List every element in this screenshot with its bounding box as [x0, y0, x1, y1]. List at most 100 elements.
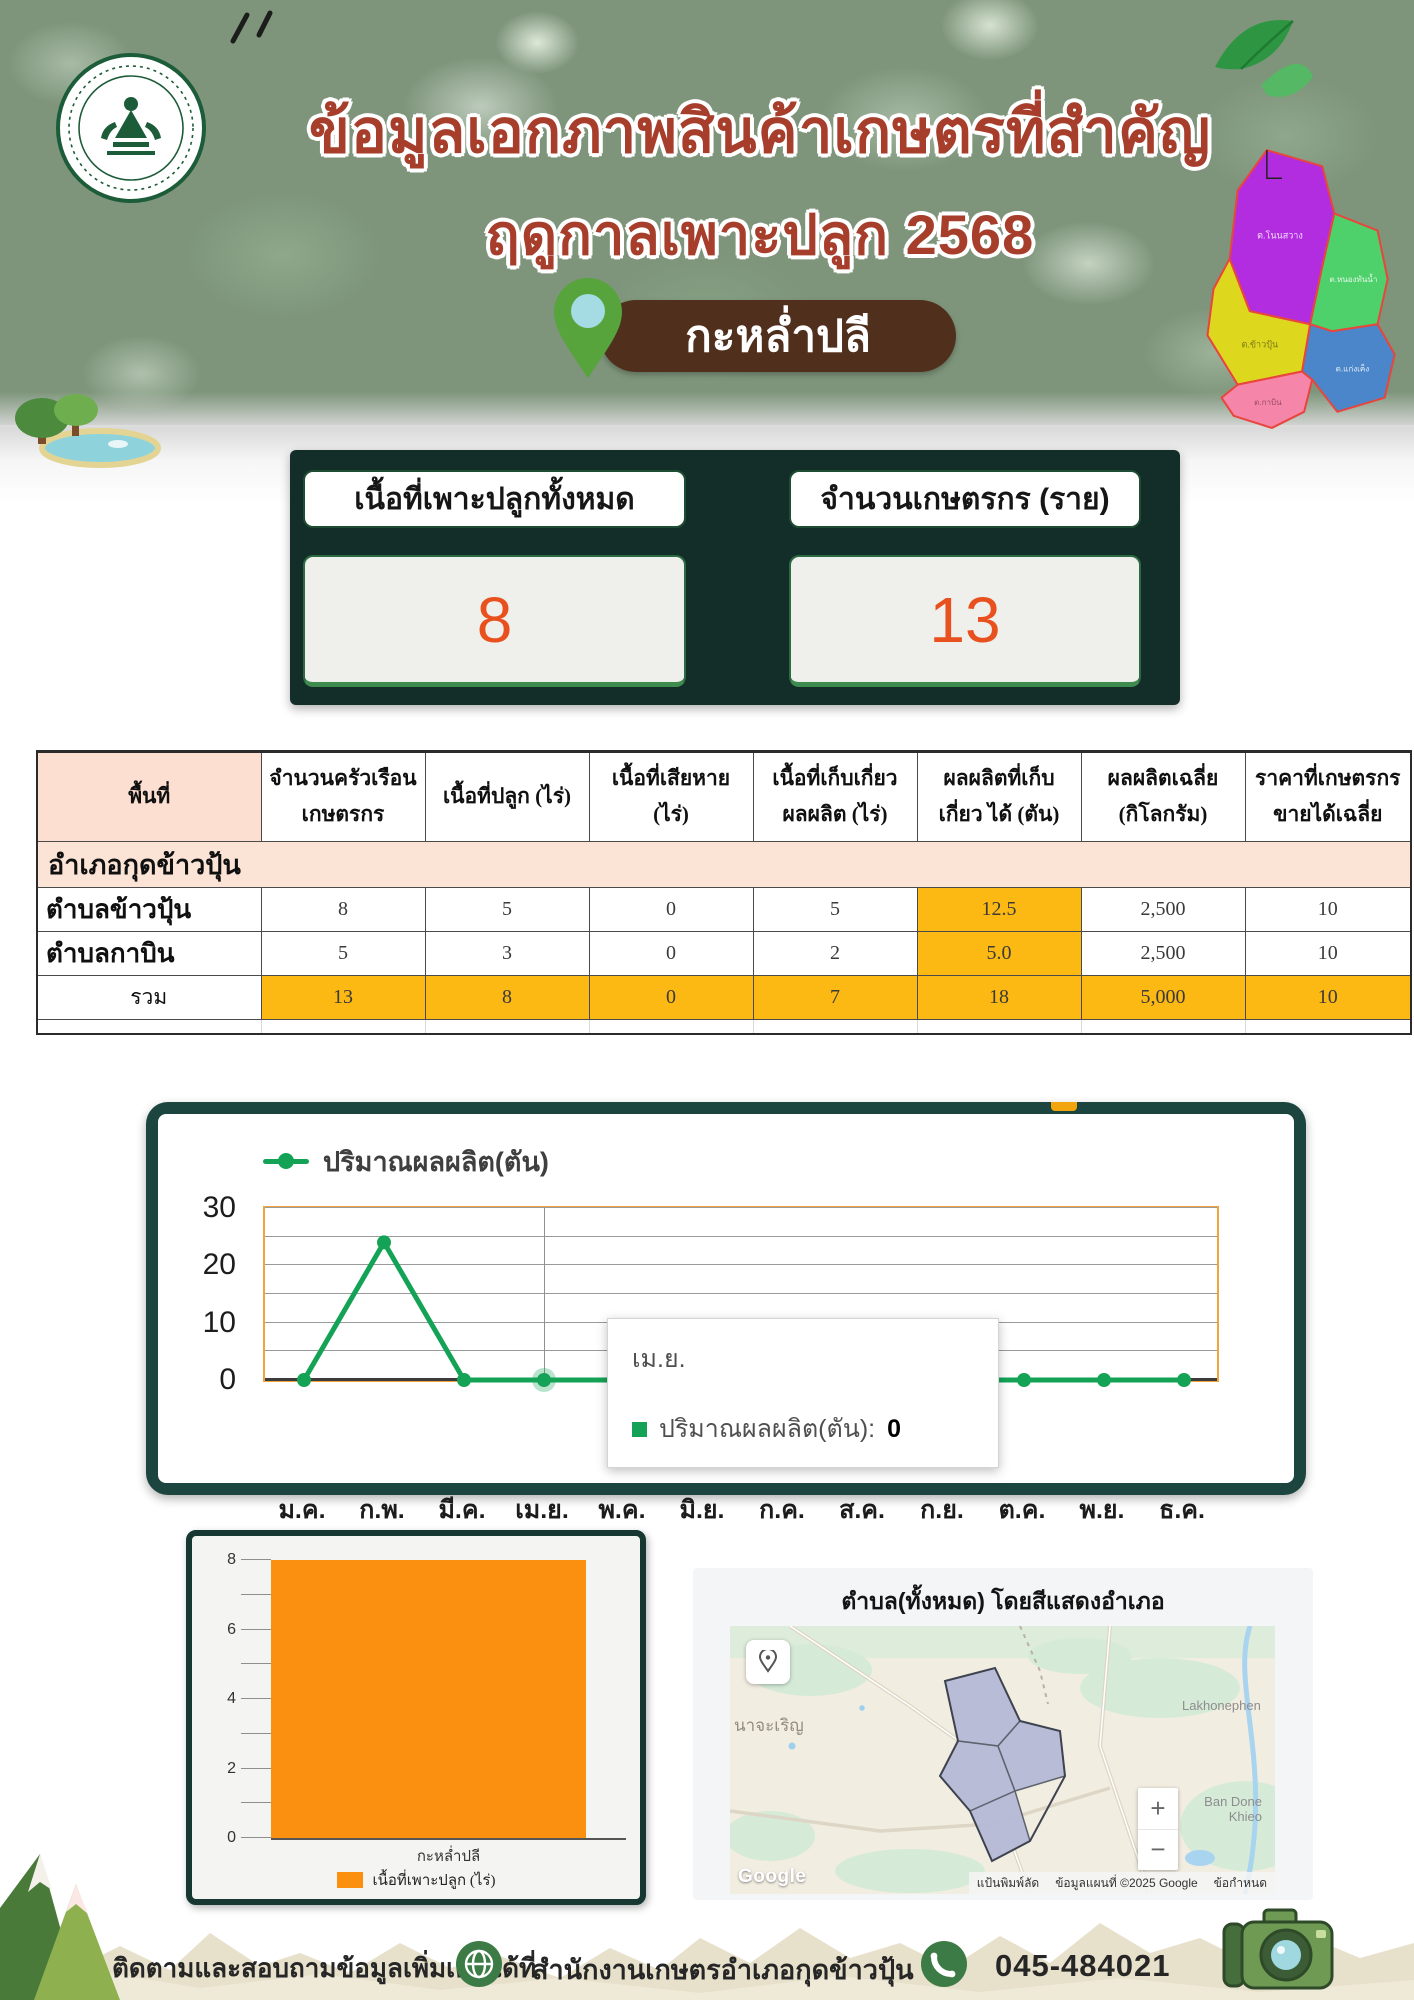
map-card: ตำบล(ทั้งหมด) โดยสีแสดงอำเภอ: [693, 1568, 1313, 1900]
map-pin-button[interactable]: [746, 1640, 790, 1684]
zoom-out-button[interactable]: −: [1150, 1834, 1166, 1865]
tooltip-value: 0: [887, 1414, 902, 1443]
camera-illustration: [1212, 1902, 1344, 1998]
terms-link[interactable]: ข้อกำหนด: [1213, 1875, 1267, 1890]
data-point[interactable]: [537, 1373, 551, 1387]
map-label-nonsawang: ต.โนนสวาง: [1257, 231, 1303, 241]
data-point[interactable]: [1177, 1373, 1191, 1387]
x-tick-label: ธ.ค.: [1159, 1496, 1205, 1524]
map-place-label: Lakhonephen: [1182, 1698, 1261, 1713]
value-cell: 5: [260, 931, 426, 976]
table-column-header: ราคาที่เกษตรกร ขายได้เฉลี่ย: [1244, 751, 1412, 842]
line-chart-panel: ปริมาณผลผลิต(ตัน) 0 10 20 30 ม.ค. ก.พ. มี.ค. เ…: [146, 1102, 1306, 1524]
map-data-credit: ข้อมูลแผนที่ ©2025 Google: [1055, 1875, 1198, 1890]
bar-tick: [241, 1628, 271, 1630]
map-zoom-control: + −: [1138, 1788, 1178, 1870]
bar-tick: [241, 1837, 271, 1838]
x-tick-label: มิ.ย.: [679, 1496, 725, 1524]
value-cell: 5,000: [1080, 975, 1246, 1020]
data-point[interactable]: [1097, 1373, 1111, 1387]
x-tick-label: ก.ย.: [920, 1496, 964, 1524]
page-title-line1: ข้อมูลเอกภาพสินค้าเกษตรที่สำคัญ: [308, 98, 1212, 165]
value-cell: 2: [752, 931, 918, 976]
legend-label: ปริมาณผลผลิต(ตัน): [323, 1147, 549, 1177]
bar-tick: [241, 1698, 271, 1699]
value-cell: 2,500: [1080, 887, 1246, 932]
bar-tick: [241, 1802, 271, 1804]
table-header-row: พื้นที่ จำนวนครัวเรือน เกษตรกร เนื้อที่ปลู…: [36, 751, 1412, 842]
line-chart-card: ปริมาณผลผลิต(ตัน) 0 10 20 30 ม.ค. ก.พ. มี.ค. เ…: [158, 1114, 1294, 1524]
panel-notch: [1051, 1102, 1077, 1111]
stat-label: เนื้อที่เพาะปลูกทั้งหมด: [303, 470, 686, 528]
bar-chart-plot[interactable]: [271, 1560, 626, 1840]
bar-tick-label: 4: [227, 1690, 236, 1707]
page-title-line2: ฤดูกาลเพาะปลูก 2568: [485, 203, 1035, 266]
bar-tick: [241, 1732, 271, 1734]
google-map[interactable]: นาจะเริญ Lakhonephen Ban Done Khieo + − …: [730, 1626, 1275, 1894]
y-tick-label: 30: [202, 1191, 236, 1224]
table-column-header: เนื้อที่เก็บเกี่ยว ผลผลิต (ไร่): [752, 751, 918, 842]
x-tick-label: ส.ค.: [839, 1496, 885, 1524]
map-label-nongthannam: ต.หนองทันน้ำ: [1330, 272, 1378, 284]
tooltip-row: ปริมาณผลผลิต(ตัน): 0: [632, 1409, 974, 1449]
line-chart-legend[interactable]: ปริมาณผลผลิต(ตัน): [263, 1140, 549, 1183]
value-cell: 8: [260, 887, 426, 932]
table-column-header: ผลผลิตเฉลี่ย (กิโลกรัม): [1080, 751, 1246, 842]
bar-tick: [241, 1663, 271, 1665]
value-cell: 10: [1244, 887, 1412, 932]
data-point[interactable]: [297, 1373, 311, 1387]
data-point[interactable]: [457, 1373, 471, 1387]
table-row: ตำบลข้าวปุ้น 8 5 0 5 12.5 2,500 10: [36, 887, 1412, 932]
legend-swatch-icon: [336, 1872, 363, 1888]
district-map: ต.โนนสวาง ต.หนองทันน้ำ ต.ข้าวปุ้น ต.แก่ง…: [1163, 138, 1411, 440]
bar-chart-ticks: 0 2 4 6 8: [212, 1551, 271, 1846]
gridline: [265, 1235, 1217, 1237]
area-cell: ตำบลกาบิน: [36, 931, 262, 976]
table-column-header: จำนวนครัวเรือน เกษตรกร: [260, 751, 426, 842]
bar-chart-legend[interactable]: เนื้อที่เพาะปลูก (ไร่): [192, 1868, 640, 1892]
value-cell: 7: [752, 975, 918, 1020]
tooltip-title: เม.ย.: [632, 1345, 686, 1373]
area-cell: ตำบลข้าวปุ้น: [36, 887, 262, 932]
footer-mountains-decoration: [0, 1908, 1414, 2000]
location-pin-icon: [546, 272, 630, 382]
table-group-row: อำเภอกุดข้าวปุ้น: [36, 841, 1412, 888]
value-cell: 12.5: [916, 887, 1082, 932]
x-tick-label: พ.ค.: [598, 1496, 646, 1524]
google-logo[interactable]: Google: [738, 1866, 807, 1887]
zoom-in-button[interactable]: +: [1138, 1788, 1178, 1830]
gridline: [265, 1264, 1217, 1266]
footer-hills-decoration: [0, 1842, 140, 2000]
data-point[interactable]: [377, 1235, 391, 1250]
keyboard-shortcuts-link[interactable]: แป้นพิมพ์ลัด: [976, 1875, 1040, 1890]
table-column-header: เนื้อที่ปลูก (ไร่): [424, 751, 590, 842]
x-tick-label: ต.ค.: [998, 1496, 1046, 1524]
x-tick-label: ก.พ.: [359, 1496, 405, 1524]
map-title: ตำบล(ทั้งหมด) โดยสีแสดงอำเภอ: [841, 1588, 1165, 1614]
bar-tick: [241, 1559, 271, 1560]
value-cell: 0: [588, 887, 754, 932]
y-tick-label: 0: [219, 1363, 236, 1396]
footer-phone-number: 045-484021: [995, 1948, 1171, 1983]
y-tick-label: 20: [202, 1248, 236, 1282]
footer-office-name: สำนักงานเกษตรอำเภอกุดข้าวปุ้น: [532, 1955, 914, 1985]
value-cell: 18: [916, 975, 1082, 1020]
stat-label: จำนวนเกษตรกร (ราย): [789, 470, 1141, 528]
bar-tick-label: 2: [227, 1759, 236, 1777]
bar-category-label: กะหล่ำปลี: [416, 1849, 481, 1865]
bar[interactable]: [271, 1560, 586, 1838]
header-banner: [0, 0, 1414, 425]
x-tick-label: พ.ย.: [1079, 1496, 1125, 1524]
summary-table: พื้นที่ จำนวนครัวเรือน เกษตรกร เนื้อที่ปลู…: [36, 750, 1412, 1035]
value-cell: 5: [424, 887, 590, 932]
value-cell: 2,500: [1080, 931, 1246, 976]
phone-icon: [920, 1940, 968, 1988]
bar-tick-label: 8: [227, 1551, 236, 1568]
table-column-header: เนื้อที่เสียหาย (ไร่): [588, 751, 754, 842]
table-row: รวม 13 8 0 7 18 5,000 10: [36, 975, 1412, 1020]
data-point[interactable]: [1017, 1373, 1031, 1387]
table-row: ตำบลกาบิน 5 3 0 2 5.0 2,500 10: [36, 931, 1412, 976]
x-tick-label: เม.ย.: [515, 1496, 569, 1524]
x-tick-label: ก.ค.: [759, 1496, 805, 1524]
